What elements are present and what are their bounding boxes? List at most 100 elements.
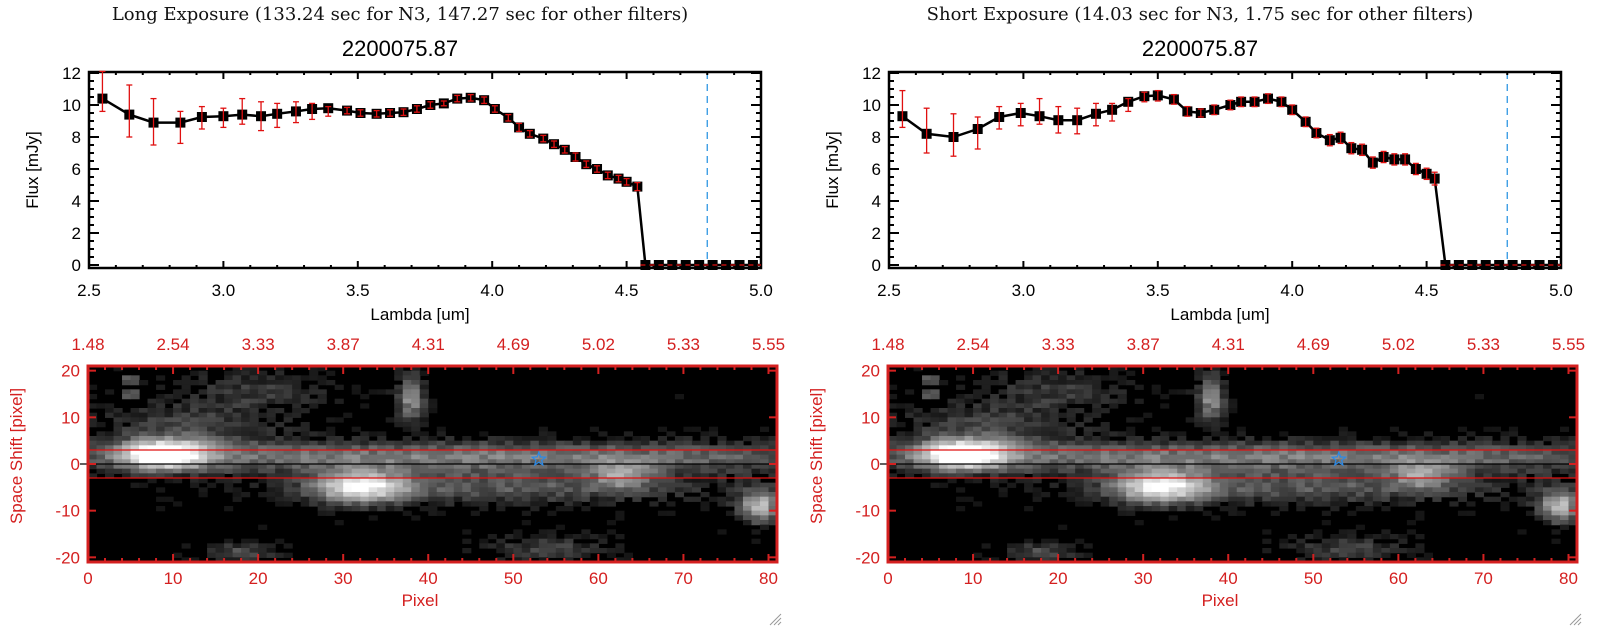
image-pixel — [734, 515, 744, 521]
error-bar — [950, 113, 957, 157]
image-pixel — [190, 380, 200, 386]
image-pixel — [207, 389, 217, 395]
image-pixel — [190, 459, 200, 465]
resize-grip-icon[interactable] — [1566, 610, 1582, 626]
image-pixel — [615, 492, 625, 498]
image-pixel — [691, 440, 702, 446]
resize-grip-icon[interactable] — [766, 610, 782, 626]
image-pixel — [419, 492, 429, 498]
image-pixel — [1279, 538, 1289, 544]
image-pixel — [1355, 454, 1365, 460]
image-pixel — [1058, 403, 1068, 409]
image-pixel — [1406, 440, 1416, 446]
image-pixels — [88, 366, 778, 563]
image-pixel — [309, 431, 319, 437]
exposure-title: Short Exposure (14.03 sec for N3, 1.75 s… — [926, 4, 1474, 25]
image-pixel — [419, 384, 429, 390]
image-pixel — [1126, 510, 1136, 516]
image-pixel — [1228, 487, 1238, 493]
image-pixel — [700, 506, 710, 512]
image-pixel — [1134, 417, 1144, 423]
image-pixel — [930, 417, 940, 423]
image-pixel — [1126, 468, 1136, 474]
image-pixel — [130, 380, 140, 386]
image-pixel — [419, 440, 429, 446]
image-pixel — [1525, 496, 1536, 502]
image-pixel — [1466, 510, 1476, 516]
image-pixel — [419, 408, 429, 414]
image-pixel — [1117, 389, 1127, 395]
image-pixel — [1245, 454, 1255, 460]
image-pixel — [513, 436, 523, 442]
image-pixel — [1517, 440, 1527, 446]
image-pixel — [564, 501, 574, 507]
image-pixel — [1270, 478, 1280, 484]
image-pixel — [1143, 487, 1153, 493]
image-pixel — [360, 431, 370, 437]
image-pixel — [309, 454, 319, 460]
image-pixel — [130, 417, 140, 423]
image-pixel — [164, 454, 174, 460]
image-pixel — [266, 398, 276, 404]
image-pixel — [1500, 464, 1510, 470]
image-pixel — [1457, 436, 1468, 442]
image-pixel — [1517, 454, 1527, 460]
image-pixel — [1449, 487, 1459, 493]
image-pixel — [436, 510, 446, 516]
image-pixel — [360, 450, 370, 456]
image-pixel — [1279, 487, 1289, 493]
image-pixel — [1075, 478, 1085, 484]
image-pixel — [1219, 422, 1229, 428]
image-pixel — [1398, 445, 1408, 451]
image-pixel — [1151, 478, 1161, 484]
image-pixel — [1338, 459, 1348, 465]
y-tick-label: 10 — [62, 96, 81, 115]
image-pixel — [1202, 417, 1212, 423]
image-pixel — [453, 450, 463, 456]
image-pixel — [1381, 440, 1391, 446]
image-pixel — [130, 375, 140, 381]
image-pixel — [411, 515, 421, 521]
image-pixel — [1066, 496, 1076, 502]
image-pixel — [300, 445, 310, 451]
image-pixel — [1202, 468, 1212, 474]
image-pixel — [181, 417, 191, 423]
image-pixel — [394, 492, 404, 498]
error-bar — [1402, 153, 1409, 166]
image-pixel — [930, 464, 940, 470]
image-pixel — [930, 482, 940, 488]
image-pixel — [606, 552, 616, 558]
image-pixel — [283, 501, 293, 507]
image-pixel — [96, 422, 106, 428]
image-pixel — [1338, 464, 1348, 470]
image-pixel — [606, 496, 616, 502]
image-pixel — [156, 384, 166, 390]
image-pixel — [947, 464, 957, 470]
image-pixel — [1185, 454, 1195, 460]
image-pixel — [964, 417, 974, 423]
image-pixel — [1347, 543, 1357, 549]
top-axis-wavelength-label: 5.33 — [667, 335, 700, 354]
image-pixel — [1211, 445, 1221, 451]
image-pixel — [1398, 450, 1408, 456]
image-pixel — [1551, 459, 1561, 465]
image-pixel — [1032, 422, 1042, 428]
image-pixel — [1202, 510, 1212, 516]
image-pixel — [428, 459, 438, 465]
image-pixel — [1525, 459, 1536, 465]
image-pixel — [1126, 459, 1136, 465]
image-pixel — [113, 445, 123, 451]
image-pixel — [249, 431, 259, 437]
image-pixel — [1534, 459, 1544, 465]
image-pixel — [1406, 496, 1416, 502]
image-pixel — [1134, 520, 1144, 526]
image-pixel — [1007, 450, 1017, 456]
image-pixel — [1372, 552, 1382, 558]
image-pixel — [292, 389, 302, 395]
image-pixel — [513, 445, 523, 451]
image-pixel — [1109, 487, 1119, 493]
image-pixel — [1083, 431, 1093, 437]
image-pixel — [1415, 487, 1425, 493]
error-bar — [1074, 107, 1081, 135]
